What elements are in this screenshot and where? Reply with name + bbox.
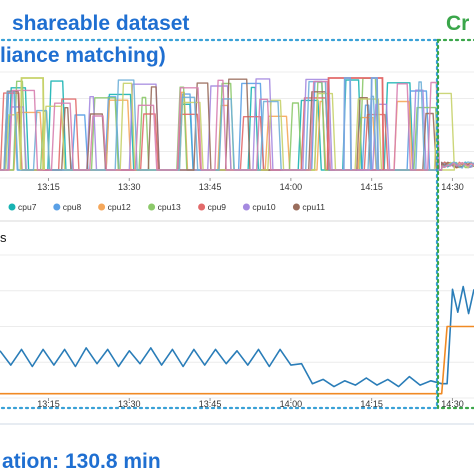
legend-swatch — [292, 203, 300, 211]
legend-label: cpu9 — [208, 202, 227, 212]
tick-label: 14:15 — [360, 182, 383, 192]
tick-label: 13:30 — [118, 399, 141, 409]
legend-label: cpu13 — [158, 202, 181, 212]
tick-label: 13:15 — [37, 182, 60, 192]
blue-dotted-box — [0, 38, 439, 410]
tick-label: 13:30 — [118, 182, 141, 192]
legend-label: cpu7 — [18, 202, 37, 212]
tick-label: 13:45 — [199, 182, 222, 192]
legend-swatch — [198, 203, 206, 211]
cpu-busy-interval — [342, 77, 353, 171]
tick-label: 13:45 — [199, 399, 222, 409]
legend-label: cpu11 — [302, 202, 325, 212]
legend-swatch — [53, 203, 61, 211]
cpu-panel: 13:15 13:30 13:45 14:00 14:15 14:30 cpu7 cpu8 c… — [0, 71, 474, 212]
legend-swatch — [242, 203, 250, 211]
tick-label: 14:30 — [441, 399, 464, 409]
tick-label: 14:00 — [280, 182, 303, 192]
right-title: Cr — [446, 12, 469, 35]
cpu-busy-interval — [326, 77, 385, 171]
tick-label: 14:15 — [360, 399, 383, 409]
legend-swatch — [8, 203, 16, 211]
footer-text: ation: 130.8 min — [2, 450, 161, 473]
bottom-x-ticks: 13:15 13:30 13:45 14:00 14:15 14:30 — [37, 398, 464, 409]
legend-label: cpu8 — [63, 202, 82, 212]
bottom-grid — [0, 254, 474, 399]
legend-swatch — [98, 203, 106, 211]
usage-series-line — [0, 325, 474, 395]
legend: cpu7 cpu8 cpu12 cpu13 cpu9 cpu10 cpu11 — [8, 202, 325, 212]
legend-label: cpu10 — [252, 202, 275, 212]
cpu-busy-interval — [19, 77, 45, 171]
tick-label: 14:30 — [441, 182, 464, 192]
usage-panel: s 13:15 13:30 13:45 14:00 14:15 14:30 — [0, 230, 474, 409]
legend-swatch — [148, 203, 156, 211]
tick-label: 14:00 — [280, 399, 303, 409]
top-subtitle: liance matching) — [0, 44, 166, 67]
panel-label: s — [0, 230, 7, 245]
green-dotted-box — [436, 38, 474, 410]
legend-label: cpu12 — [108, 202, 131, 212]
top-grid — [0, 71, 474, 179]
cpu-series-line — [0, 79, 474, 171]
bottom-series — [0, 285, 474, 395]
top-x-ticks: 13:15 13:30 13:45 14:00 14:15 14:30 — [37, 178, 464, 192]
cpu-busy-interval — [369, 77, 379, 171]
top-title: shareable dataset — [12, 12, 189, 35]
usage-series-line — [0, 285, 474, 388]
tick-label: 13:15 — [37, 399, 60, 409]
top-series — [0, 77, 474, 171]
